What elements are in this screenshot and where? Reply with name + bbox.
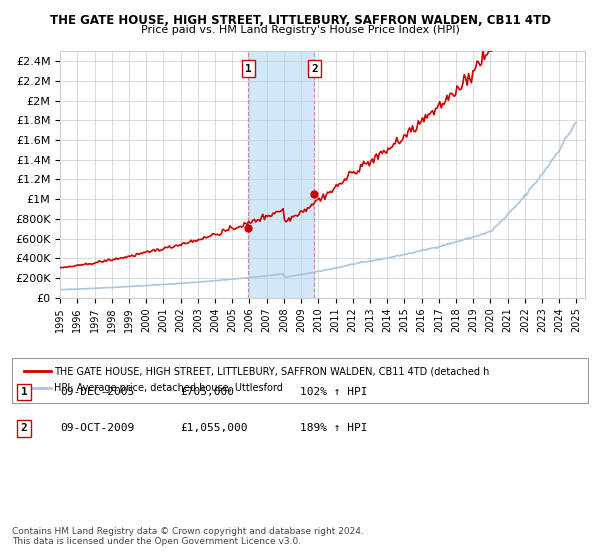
Text: 2: 2 [20, 423, 28, 433]
Text: THE GATE HOUSE, HIGH STREET, LITTLEBURY, SAFFRON WALDEN, CB11 4TD: THE GATE HOUSE, HIGH STREET, LITTLEBURY,… [49, 14, 551, 27]
Text: £705,000: £705,000 [180, 387, 234, 397]
Text: 09-DEC-2005: 09-DEC-2005 [60, 387, 134, 397]
Text: £1,055,000: £1,055,000 [180, 423, 248, 433]
Text: 102% ↑ HPI: 102% ↑ HPI [300, 387, 367, 397]
Text: Price paid vs. HM Land Registry's House Price Index (HPI): Price paid vs. HM Land Registry's House … [140, 25, 460, 35]
Text: 09-OCT-2009: 09-OCT-2009 [60, 423, 134, 433]
Text: THE GATE HOUSE, HIGH STREET, LITTLEBURY, SAFFRON WALDEN, CB11 4TD (detached h: THE GATE HOUSE, HIGH STREET, LITTLEBURY,… [54, 366, 490, 376]
Bar [248, 52, 314, 297]
Text: Contains HM Land Registry data © Crown copyright and database right 2024.
This d: Contains HM Land Registry data © Crown c… [12, 526, 364, 546]
Text: 1: 1 [20, 387, 28, 397]
Text: 2: 2 [311, 64, 318, 73]
Text: 1: 1 [245, 64, 251, 73]
Text: HPI: Average price, detached house, Uttlesford: HPI: Average price, detached house, Uttl… [54, 383, 283, 393]
Text: 189% ↑ HPI: 189% ↑ HPI [300, 423, 367, 433]
